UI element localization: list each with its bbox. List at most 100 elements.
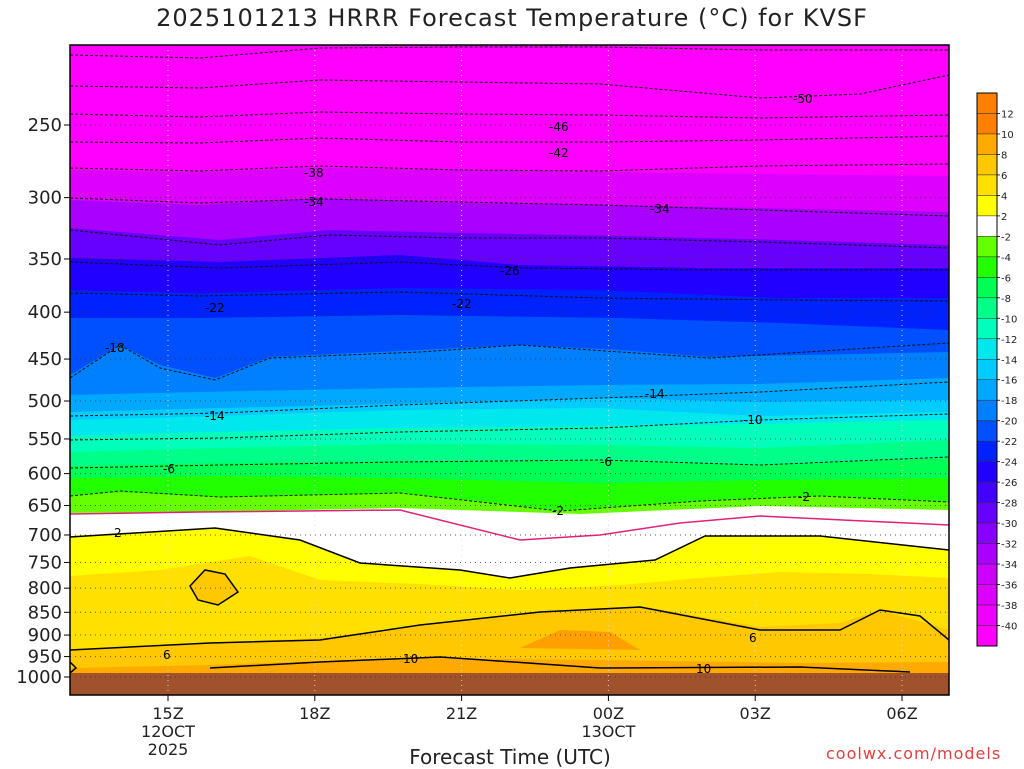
colorbar-label: -40	[1001, 622, 1017, 633]
y-tick-label: 400	[28, 302, 62, 323]
colorbar-swatch	[976, 215, 998, 237]
isotherm-label: -26	[500, 264, 520, 278]
colorbar-swatch	[976, 236, 998, 258]
y-tick-label: 900	[28, 625, 62, 646]
isotherm-line	[189, 569, 240, 606]
colorbar-label: -28	[1001, 499, 1017, 510]
x-tick-label: 13OCT	[581, 722, 635, 741]
isotherm-label: -2	[552, 504, 564, 518]
colorbar-label: -24	[1001, 458, 1017, 469]
isotherm-label: -6	[163, 462, 175, 476]
y-tick-label: 950	[28, 647, 62, 668]
colorbar-swatch	[976, 420, 998, 442]
isotherm-line	[70, 413, 949, 441]
isotherm-line	[70, 111, 949, 119]
isotherm-line	[70, 46, 949, 59]
colorbar-label: -4	[1001, 253, 1011, 264]
isotherm-label: -34	[650, 202, 670, 216]
temperature-bands	[70, 45, 949, 695]
grid	[70, 45, 949, 695]
isotherm-line	[70, 342, 949, 381]
colorbar-swatch	[976, 338, 998, 360]
isotherm-line	[70, 135, 949, 144]
colorbar-label: -14	[1001, 355, 1017, 366]
y-tick-label: 300	[28, 188, 62, 209]
isotherm-line	[70, 229, 949, 249]
colorbar-swatch	[976, 256, 998, 278]
colorbar-swatch	[976, 584, 998, 606]
colorbar-label: -36	[1001, 581, 1017, 592]
isotherm-label: -14	[205, 409, 225, 423]
isotherm-contours	[70, 46, 949, 674]
y-tick-label: 800	[28, 578, 62, 599]
y-axis: 2503003504004505005506006507007508008509…	[16, 115, 70, 688]
colorbar-swatch	[976, 625, 998, 647]
isotherm-line	[70, 381, 949, 417]
y-tick-label: 1000	[16, 667, 62, 688]
colorbar-label: -16	[1001, 376, 1017, 387]
colorbar-swatch	[976, 502, 998, 524]
y-tick-label: 850	[28, 602, 62, 623]
colorbar: 12 10 8 6 4 2 -2 -4 -6 -8 -10 -12 -14 -16 -18 -20 -22 -24…	[976, 92, 1017, 647]
colorbar-swatch	[976, 113, 998, 135]
y-tick-label: 500	[28, 391, 62, 412]
y-tick-label: 350	[28, 249, 62, 270]
colorbar-label: 2	[1001, 212, 1007, 223]
y-tick-label: 550	[28, 429, 62, 450]
isotherm-line	[70, 197, 949, 217]
y-tick-label: 750	[28, 552, 62, 573]
isotherm-label: 2	[114, 526, 122, 540]
isotherm-label: -6	[600, 455, 612, 469]
colorbar-swatch	[976, 318, 998, 340]
colorbar-swatch	[976, 522, 998, 544]
colorbar-label: -32	[1001, 540, 1017, 551]
colorbar-swatch	[976, 481, 998, 503]
isotherm-label: 6	[163, 648, 171, 662]
colorbar-label: -12	[1001, 335, 1017, 346]
colorbar-swatch	[976, 174, 998, 196]
colorbar-swatch	[976, 154, 998, 176]
isotherm-label: -22	[452, 297, 472, 311]
isotherm-line	[70, 606, 949, 651]
isotherm-label: -2	[798, 490, 810, 504]
x-tick-label: 03Z	[740, 704, 771, 723]
colorbar-swatch	[976, 195, 998, 217]
x-tick-label: 18Z	[299, 704, 330, 723]
colorbar-swatch	[976, 277, 998, 299]
isotherm-line	[70, 509, 949, 541]
x-axis-title: Forecast Time (UTC)	[409, 745, 611, 769]
y-tick-label: 650	[28, 495, 62, 516]
colorbar-swatch	[976, 297, 998, 319]
colorbar-swatch	[976, 133, 998, 155]
credit-link[interactable]: coolwx.com/models	[826, 744, 1002, 763]
colorbar-label: -22	[1001, 437, 1017, 448]
isotherm-line	[70, 527, 949, 579]
colorbar-label: -8	[1001, 294, 1011, 305]
colorbar-label: 6	[1001, 171, 1007, 182]
isotherm-line	[70, 456, 949, 469]
colorbar-label: -10	[1001, 314, 1017, 325]
isotherm-labels: -50 -46 -42 -38 -34 -34 -26 -22 -22 -18 …	[105, 92, 813, 676]
colorbar-label: 12	[1001, 109, 1014, 120]
colorbar-label: -2	[1001, 232, 1011, 243]
isotherm-label: -18	[105, 341, 125, 355]
y-tick-label: 250	[28, 115, 62, 136]
x-tick-label: 00Z	[593, 704, 624, 723]
isotherm-label: -10	[743, 413, 763, 427]
isotherm-label: -38	[304, 166, 324, 180]
colorbar-label: -20	[1001, 417, 1017, 428]
isotherm-label: -50	[793, 92, 813, 106]
colorbar-label: 10	[1001, 130, 1014, 141]
isotherm-line	[70, 261, 949, 271]
isotherm-line	[70, 291, 949, 302]
colorbar-swatch	[976, 92, 998, 114]
isotherm-line	[70, 661, 78, 674]
isotherm-label: -42	[549, 146, 569, 160]
y-tick-label: 600	[28, 464, 62, 485]
colorbar-label: 4	[1001, 191, 1007, 202]
colorbar-swatch	[976, 461, 998, 483]
colorbar-swatch	[976, 440, 998, 462]
isotherm-label: 10	[403, 652, 418, 666]
